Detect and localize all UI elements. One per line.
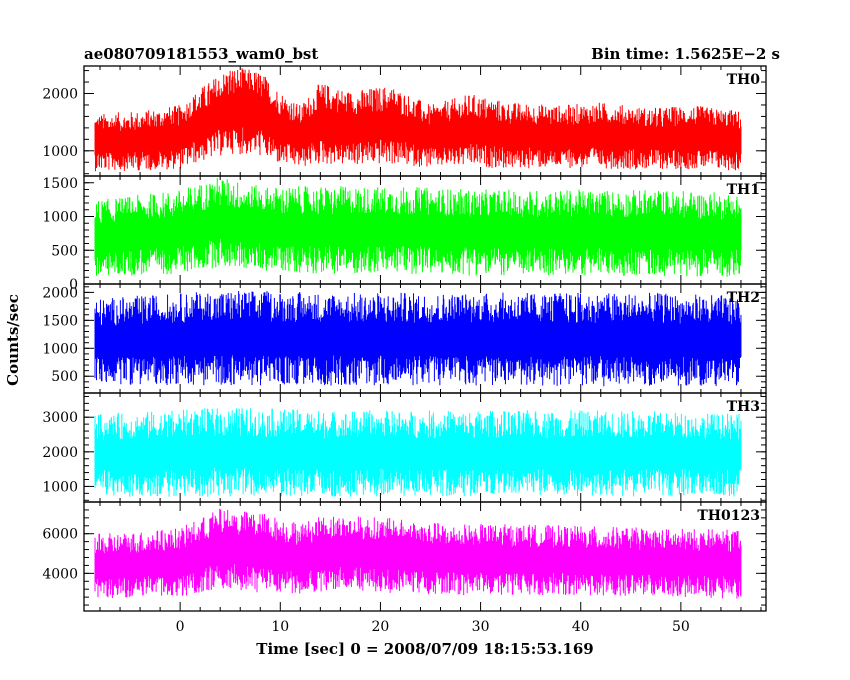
x-tick-label: 0 bbox=[176, 619, 185, 635]
panel-th3: 1000 2000 3000 TH3 bbox=[42, 392, 767, 503]
panel-label: TH3 bbox=[727, 399, 760, 415]
y-tick-label: 2000 bbox=[42, 285, 78, 301]
y-tick-label: 3000 bbox=[42, 410, 78, 426]
y-tick-label: 6000 bbox=[42, 527, 78, 543]
panel-th2: 500 1000 1500 2000 TH2 bbox=[42, 283, 767, 394]
x-tick-label: 40 bbox=[572, 619, 590, 635]
y-tick-label: 2000 bbox=[42, 445, 78, 461]
panel-label: TH0123 bbox=[697, 508, 760, 524]
y-tick-label: 500 bbox=[51, 369, 78, 385]
series-th2-line bbox=[94, 291, 742, 387]
panel-label: TH1 bbox=[727, 182, 760, 198]
panel-th1: 0 500 1000 1500 TH1 bbox=[42, 175, 767, 293]
panel-label: TH0 bbox=[727, 72, 761, 88]
series-th3-line bbox=[94, 408, 742, 497]
x-tick-label: 20 bbox=[372, 619, 390, 635]
y-tick-label: 1500 bbox=[42, 313, 78, 329]
panel-th0123: 4000 6000 TH0123 bbox=[42, 501, 767, 612]
chart-title: ae080709181553_wam0_bst bbox=[84, 45, 318, 63]
y-axis-title: Counts/sec bbox=[4, 294, 22, 386]
series-th1-line bbox=[94, 178, 742, 277]
y-tick-label: 2000 bbox=[42, 87, 78, 103]
x-tick-label: 10 bbox=[271, 619, 289, 635]
panel-label: TH2 bbox=[727, 290, 760, 306]
series-th0-line bbox=[94, 68, 742, 172]
x-axis-title: Time [sec] 0 = 2008/07/09 18:15:53.169 bbox=[256, 640, 593, 658]
y-tick-label: 500 bbox=[51, 243, 78, 259]
panel-th0: 1000 2000 TH0 bbox=[42, 65, 767, 177]
y-tick-label: 1000 bbox=[42, 341, 78, 357]
y-tick-label: 1000 bbox=[42, 210, 78, 226]
series-th0123-line bbox=[94, 508, 742, 599]
bin-time-label: Bin time: 1.5625E−2 s bbox=[591, 45, 780, 63]
x-tick-label: 50 bbox=[672, 619, 690, 635]
y-tick-label: 0 bbox=[69, 277, 78, 293]
y-tick-label: 1000 bbox=[42, 479, 78, 495]
panel-frame bbox=[83, 501, 767, 612]
y-tick-label: 4000 bbox=[42, 566, 78, 582]
x-tick-label: 30 bbox=[472, 619, 490, 635]
y-tick-label: 1000 bbox=[42, 144, 78, 160]
y-tick-label: 1500 bbox=[42, 176, 78, 192]
